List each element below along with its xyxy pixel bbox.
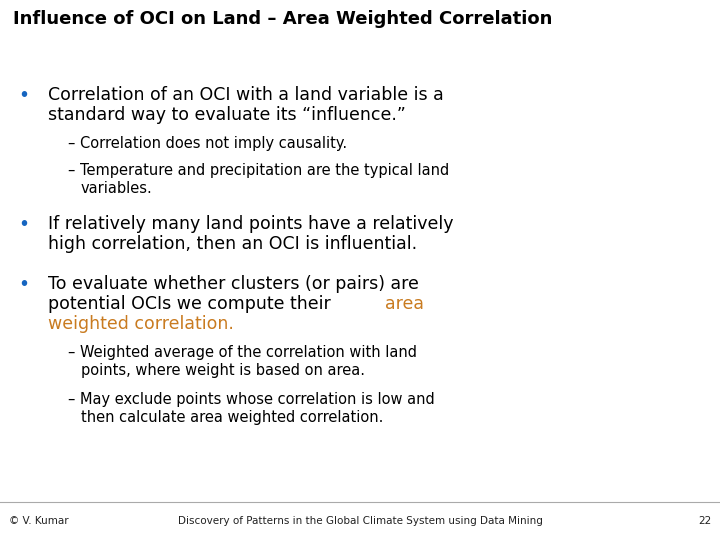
Text: Influence of OCI on Land – Area Weighted Correlation: Influence of OCI on Land – Area Weighted… <box>13 10 552 28</box>
Text: •: • <box>18 215 29 234</box>
Text: •: • <box>18 86 29 105</box>
Text: high correlation, then an OCI is influential.: high correlation, then an OCI is influen… <box>48 235 417 253</box>
Text: Correlation of an OCI with a land variable is a: Correlation of an OCI with a land variab… <box>48 86 444 104</box>
Text: area: area <box>385 295 424 313</box>
Text: © V. Kumar: © V. Kumar <box>9 516 68 526</box>
Text: then calculate area weighted correlation.: then calculate area weighted correlation… <box>81 410 383 425</box>
Text: •: • <box>18 275 29 294</box>
Text: 22: 22 <box>698 516 711 526</box>
Text: potential OCIs we compute their: potential OCIs we compute their <box>48 295 336 313</box>
Text: variables.: variables. <box>81 181 153 196</box>
Text: – Correlation does not imply causality.: – Correlation does not imply causality. <box>68 136 347 151</box>
Text: To evaluate whether clusters (or pairs) are: To evaluate whether clusters (or pairs) … <box>48 275 419 293</box>
Text: standard way to evaluate its “influence.”: standard way to evaluate its “influence.… <box>48 106 406 124</box>
Text: – May exclude points whose correlation is low and: – May exclude points whose correlation i… <box>68 392 435 407</box>
Text: If relatively many land points have a relatively: If relatively many land points have a re… <box>48 215 454 233</box>
Text: Discovery of Patterns in the Global Climate System using Data Mining: Discovery of Patterns in the Global Clim… <box>178 516 542 526</box>
Text: weighted correlation.: weighted correlation. <box>48 315 234 333</box>
Text: points, where weight is based on area.: points, where weight is based on area. <box>81 363 365 378</box>
Text: – Weighted average of the correlation with land: – Weighted average of the correlation wi… <box>68 345 417 360</box>
Text: – Temperature and precipitation are the typical land: – Temperature and precipitation are the … <box>68 163 449 178</box>
